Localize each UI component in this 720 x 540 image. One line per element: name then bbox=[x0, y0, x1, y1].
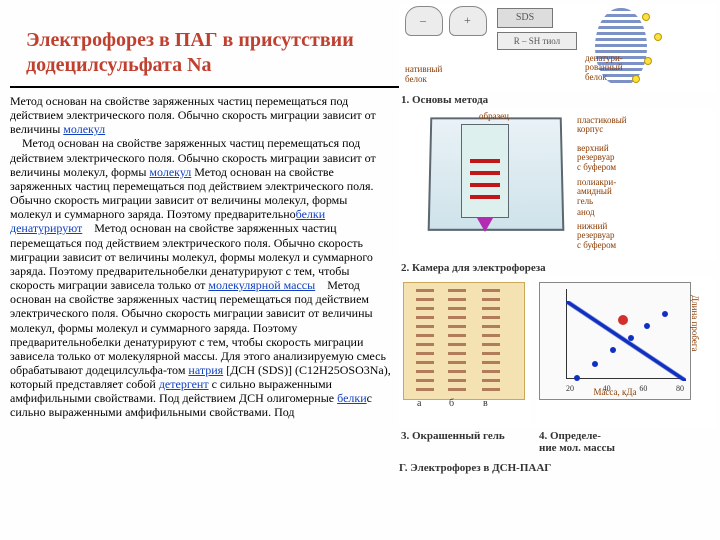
sds-micelle-icon bbox=[655, 34, 661, 40]
plus-sign: + bbox=[464, 13, 471, 28]
label-lower: нижнийрезервуарс буфером bbox=[577, 222, 616, 250]
gel-lane bbox=[448, 289, 466, 393]
plot-point bbox=[574, 375, 580, 381]
caption-footer: Г. Электрофорез в ДСН-ПААГ bbox=[399, 462, 716, 474]
caption-3: 3. Окрашенный гель bbox=[401, 430, 533, 454]
figure-mass-plot: 20 40 60 80 Масса, кДа Длина пробега bbox=[535, 278, 716, 428]
link-mol-mass[interactable]: молекулярной массы bbox=[208, 278, 315, 292]
plot-fit-line bbox=[566, 301, 686, 381]
gel-slab-icon bbox=[461, 124, 509, 218]
thiol-label-box: R – SH тиол bbox=[497, 32, 577, 50]
migration-arrow-icon bbox=[477, 218, 493, 232]
electrode-negative-icon: – bbox=[405, 6, 443, 36]
plot-y-label: Длина пробега bbox=[690, 295, 700, 351]
protein-band-icon bbox=[470, 159, 500, 163]
figure-stained-gel: а б в bbox=[399, 278, 531, 428]
right-column: – + SDS R – SH тиол нативныйбелок денату… bbox=[395, 0, 720, 540]
body-text: Метод основан на свойстве заряженных час… bbox=[10, 94, 391, 420]
slide: Электрофорез в ПАГ в присутствии додецил… bbox=[0, 0, 720, 540]
lane-label-c: в bbox=[483, 398, 488, 409]
electrode-positive-icon: + bbox=[449, 6, 487, 36]
lane-label-b: б bbox=[449, 398, 454, 409]
figure-row-3-4: а б в 20 40 60 80 Масса, кДа bbox=[399, 278, 716, 428]
label-sample: образец bbox=[479, 112, 509, 121]
native-protein-label: нативныйбелок bbox=[405, 64, 442, 84]
plot-point bbox=[610, 347, 616, 353]
plot-point-highlight bbox=[620, 317, 626, 323]
plot-point bbox=[662, 311, 668, 317]
caption-2: 2. Камера для электрофореза bbox=[401, 262, 716, 274]
gel-image-icon bbox=[403, 282, 525, 400]
link-molekul-1[interactable]: молекул bbox=[63, 122, 105, 136]
label-upper: верхнийрезервуарс буфером bbox=[577, 144, 616, 172]
gel-lane bbox=[416, 289, 434, 393]
link-molekul-2[interactable]: молекул bbox=[149, 165, 191, 179]
protein-band-icon bbox=[470, 171, 500, 175]
plot-area: 20 40 60 80 Масса, кДа Длина пробега bbox=[539, 282, 691, 400]
sds-label-box: SDS bbox=[497, 8, 553, 28]
figure-method-basics: – + SDS R – SH тиол нативныйбелок денату… bbox=[399, 4, 716, 92]
label-gel: полиакри-амидныйгель bbox=[577, 178, 616, 206]
caption-1: 1. Основы метода bbox=[401, 94, 716, 106]
plot-point bbox=[644, 323, 650, 329]
sds-micelle-icon bbox=[633, 76, 639, 82]
sds-micelle-icon bbox=[643, 14, 649, 20]
protein-band-icon bbox=[470, 183, 500, 187]
caption-4: 4. Определе-ние мол. массы bbox=[539, 430, 716, 454]
link-denature[interactable]: белки денатурируют bbox=[10, 207, 325, 235]
label-case: пластиковыйкорпус bbox=[577, 116, 627, 135]
link-detergent[interactable]: детергент bbox=[159, 377, 209, 391]
minus-sign: – bbox=[420, 13, 426, 28]
page-title: Электрофорез в ПАГ в присутствии додецил… bbox=[26, 28, 391, 78]
plot-point bbox=[628, 335, 634, 341]
lane-label-a: а bbox=[417, 398, 421, 409]
link-proteins[interactable]: белки bbox=[337, 391, 367, 405]
left-column: Электрофорез в ПАГ в присутствии додецил… bbox=[0, 0, 395, 540]
label-anode: анод bbox=[577, 208, 595, 217]
plot-x-label: Масса, кДа bbox=[540, 387, 690, 397]
protein-band-icon bbox=[470, 195, 500, 199]
link-sodium[interactable]: натрия bbox=[188, 363, 223, 377]
plot-point bbox=[592, 361, 598, 367]
gel-lane bbox=[482, 289, 500, 393]
denatured-protein-label: денатури-рованныйбелок bbox=[585, 54, 655, 82]
figure-electrophoresis-chamber: образец пластиковыйкорпус верхнийрезерву… bbox=[399, 110, 716, 260]
sds-micelle-icon bbox=[645, 58, 651, 64]
